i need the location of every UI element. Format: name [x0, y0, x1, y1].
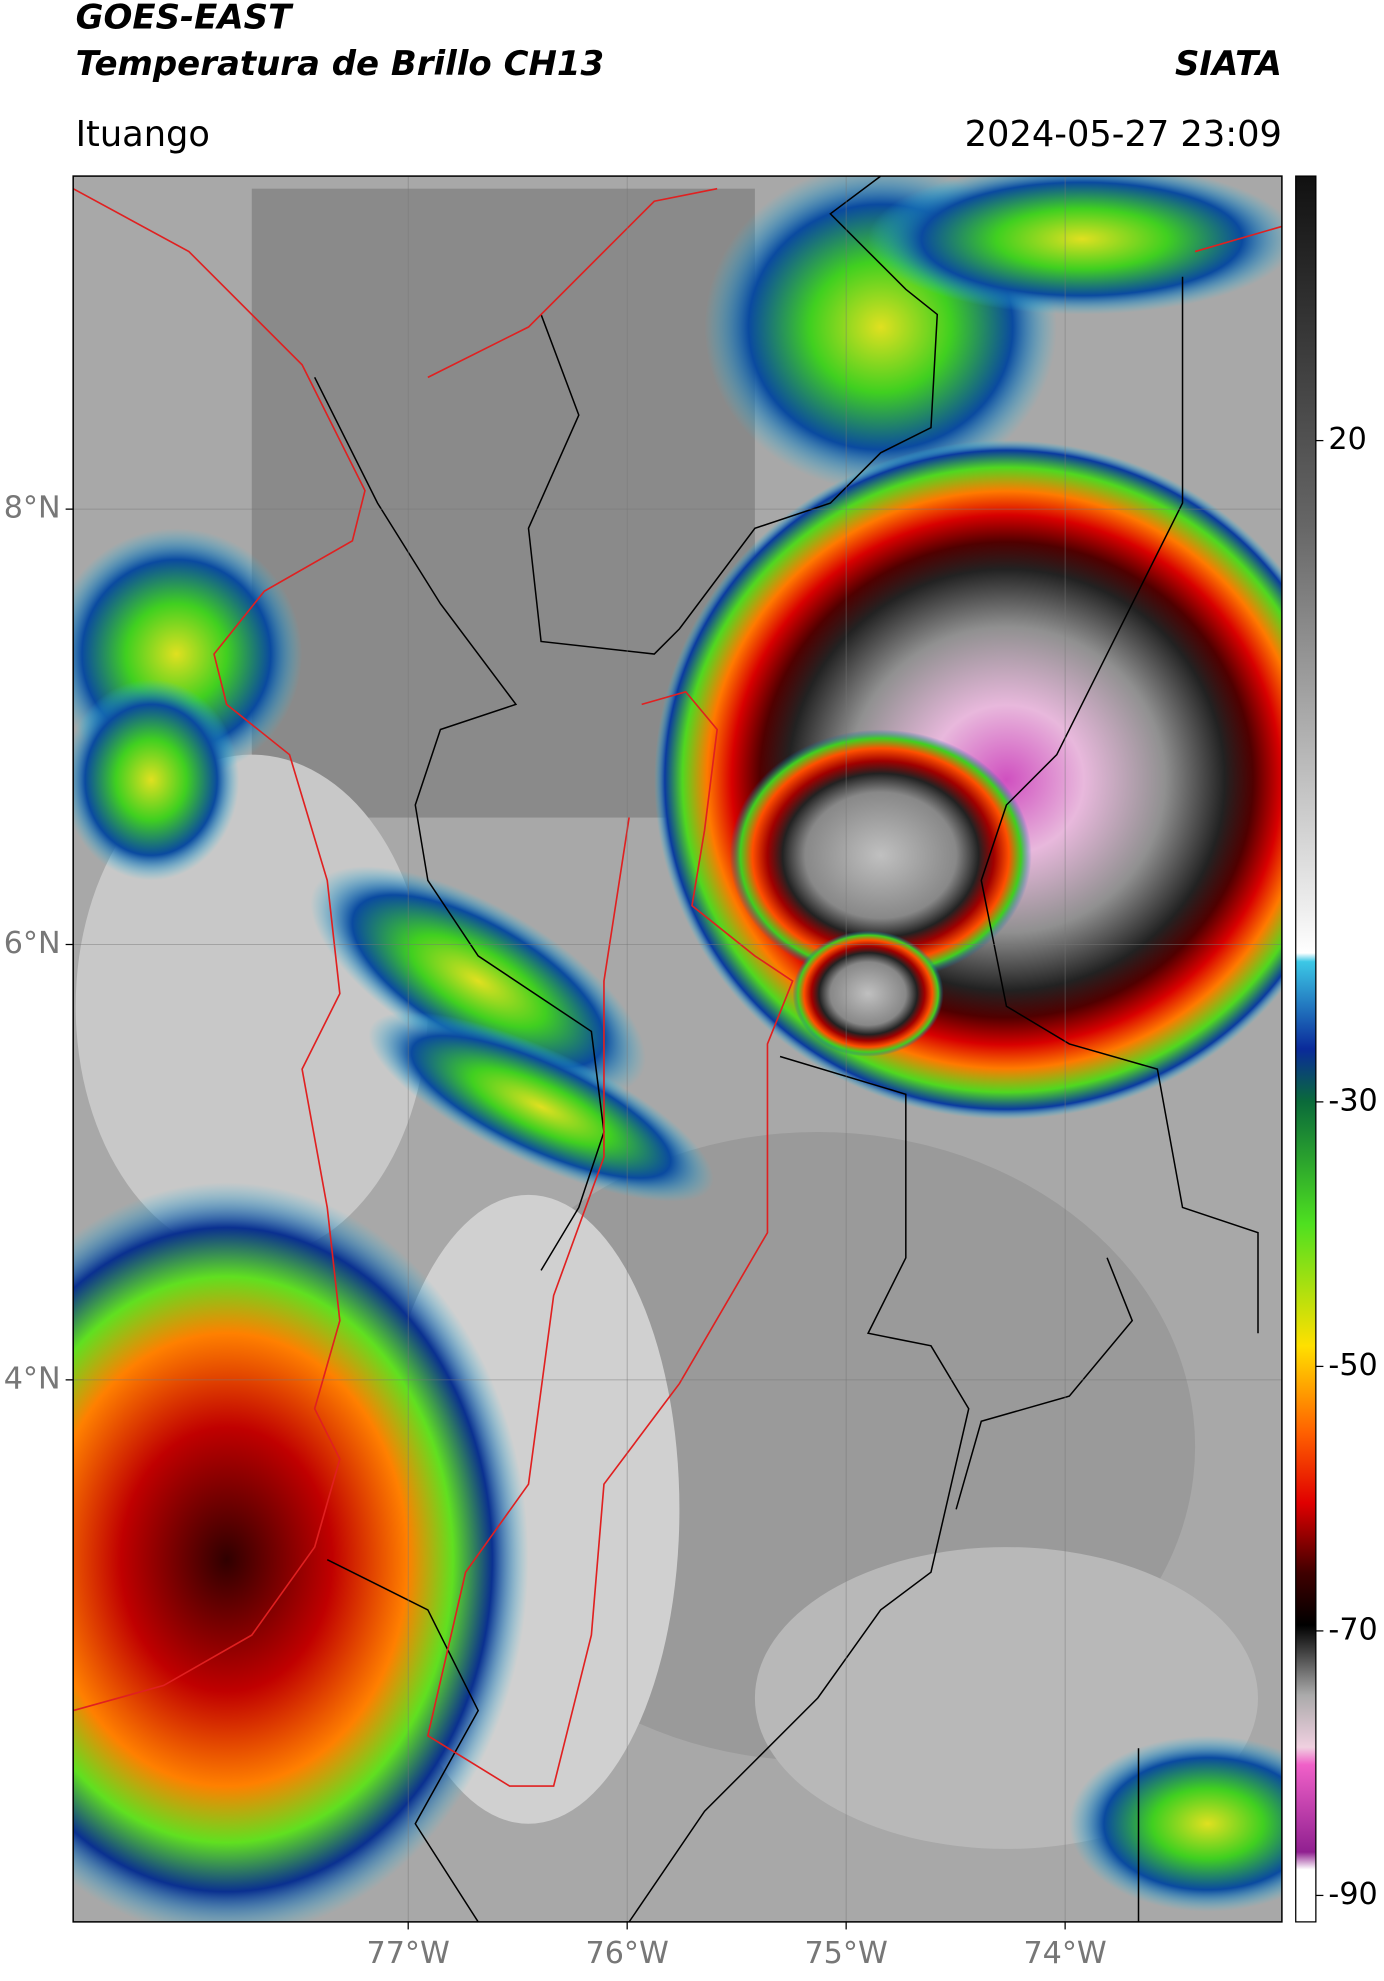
- colorbar-tick-label: -70: [1328, 1612, 1377, 1647]
- grid: [73, 176, 1282, 1922]
- map-frame: [72, 175, 1283, 1923]
- subtitle: Temperatura de Brillo CH13: [76, 44, 604, 84]
- lon-label: 76°W: [586, 1936, 669, 1971]
- lat-label: 8°N: [4, 491, 61, 526]
- lon-label: 74°W: [1023, 1936, 1106, 1971]
- title: GOES-EAST: [76, 0, 294, 37]
- colorbar-tick-label: -50: [1328, 1348, 1377, 1383]
- colorbar-tick-label: -30: [1328, 1083, 1377, 1118]
- location: Ituango: [76, 114, 210, 155]
- source: SIATA: [1175, 44, 1282, 84]
- datetime: 2024-05-27 23:09: [965, 114, 1282, 155]
- colorbar-tick-label: 20: [1328, 422, 1366, 457]
- colorbar-tick-label: -90: [1328, 1877, 1377, 1912]
- lon-label: 77°W: [367, 1936, 450, 1971]
- lat-label: 4°N: [4, 1361, 61, 1396]
- satellite-image: [73, 176, 1282, 1922]
- colorbar: [1295, 175, 1317, 1923]
- lat-label: 6°N: [4, 926, 61, 961]
- lon-label: 75°W: [804, 1936, 887, 1971]
